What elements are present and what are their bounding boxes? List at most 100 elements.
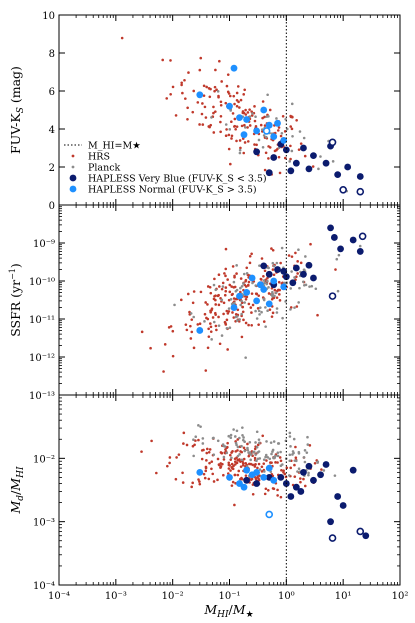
hrs-point bbox=[206, 346, 210, 350]
hrs-point bbox=[250, 311, 253, 314]
hapless-normal-point bbox=[243, 116, 251, 123]
hrs-point bbox=[256, 443, 260, 447]
planck-point bbox=[297, 450, 301, 454]
hrs-point bbox=[184, 97, 187, 100]
legend-marker bbox=[69, 174, 77, 182]
hrs-point bbox=[231, 292, 234, 296]
hrs-point bbox=[198, 123, 201, 126]
hrs-point bbox=[278, 299, 282, 302]
y-tick-label: 10⁻¹¹ bbox=[29, 315, 55, 326]
hrs-point bbox=[334, 268, 337, 271]
hapless-very-blue-point bbox=[300, 144, 307, 152]
planck-point bbox=[243, 126, 247, 129]
hrs-point bbox=[214, 303, 218, 306]
planck-point bbox=[265, 115, 269, 118]
hapless-normal-point bbox=[265, 300, 273, 308]
hrs-point bbox=[149, 346, 152, 350]
hapless-very-blue-point bbox=[270, 154, 278, 161]
hrs-point bbox=[208, 95, 212, 99]
hrs-point bbox=[299, 477, 302, 480]
planck-point bbox=[220, 298, 224, 302]
hrs-point bbox=[190, 318, 194, 321]
hrs-point bbox=[168, 461, 171, 465]
planck-point bbox=[268, 457, 272, 461]
hrs-point bbox=[175, 456, 178, 459]
hrs-point bbox=[224, 286, 228, 289]
hrs-point bbox=[198, 480, 201, 483]
planck-point bbox=[296, 470, 299, 473]
planck-point bbox=[289, 308, 292, 311]
hapless-normal-point bbox=[270, 476, 278, 484]
hrs-point bbox=[218, 285, 221, 288]
planck-point bbox=[262, 279, 266, 282]
hrs-point bbox=[261, 434, 265, 438]
hapless-very-blue-point bbox=[282, 146, 290, 154]
hapless-normal-point bbox=[253, 297, 261, 305]
hrs-point bbox=[295, 305, 299, 308]
planck-point bbox=[333, 474, 337, 477]
planck-point bbox=[280, 246, 284, 250]
hrs-point bbox=[231, 449, 234, 453]
hapless-very-blue-point bbox=[356, 173, 364, 180]
hrs-point bbox=[282, 470, 285, 474]
planck-point bbox=[266, 455, 270, 459]
planck-point bbox=[194, 435, 198, 439]
hrs-point bbox=[169, 92, 172, 96]
hrs-point bbox=[231, 467, 235, 471]
planck-point bbox=[292, 437, 296, 441]
planck-point bbox=[336, 289, 340, 293]
hrs-point bbox=[253, 119, 257, 123]
hrs-point bbox=[261, 100, 265, 103]
hrs-point bbox=[207, 477, 211, 481]
hrs-point bbox=[187, 71, 190, 74]
planck-point bbox=[255, 459, 258, 463]
hrs-point bbox=[247, 454, 251, 458]
planck-point bbox=[242, 282, 245, 285]
hrs-point bbox=[245, 266, 249, 270]
hrs-point bbox=[280, 468, 283, 472]
hrs-point bbox=[230, 134, 234, 138]
hrs-point bbox=[209, 309, 212, 313]
planck-point bbox=[275, 311, 279, 314]
hrs-point bbox=[250, 292, 254, 295]
hrs-point bbox=[254, 462, 257, 466]
hapless-normal-point bbox=[236, 480, 243, 487]
hapless-very-blue-point bbox=[280, 267, 288, 275]
hrs-point bbox=[204, 469, 208, 473]
hrs-point bbox=[182, 431, 186, 435]
planck-point bbox=[255, 445, 259, 449]
planck-point bbox=[269, 441, 273, 444]
hapless-very-blue-point bbox=[265, 270, 273, 278]
planck-point bbox=[227, 307, 231, 310]
planck-point bbox=[229, 433, 233, 437]
hapless-very-blue-point bbox=[292, 264, 300, 272]
hapless-very-blue-point bbox=[310, 274, 317, 282]
hapless-very-blue-point bbox=[356, 248, 364, 255]
hrs-point bbox=[242, 457, 246, 461]
hrs-point bbox=[271, 248, 275, 252]
hrs-point bbox=[276, 461, 279, 464]
planck-point bbox=[228, 326, 232, 330]
hrs-point bbox=[264, 151, 268, 155]
hrs-point bbox=[289, 144, 292, 148]
legend-label: HAPLESS Normal (FUV-K_S > 3.5) bbox=[88, 185, 257, 196]
hrs-point bbox=[190, 485, 193, 489]
axis-ticks: 0 2 4 6 8 10 10⁻¹³ 10⁻¹² 10⁻¹¹ 10⁻¹⁰ 10⁻⁹ 10⁻⁴ 10⁻³ 1… bbox=[29, 11, 408, 602]
planck-point bbox=[258, 306, 262, 309]
planck-point bbox=[199, 425, 202, 428]
hrs-point bbox=[241, 463, 245, 467]
hrs-point bbox=[207, 450, 211, 454]
hrs-point bbox=[257, 462, 261, 466]
hrs-point bbox=[214, 294, 217, 297]
hrs-point bbox=[242, 151, 246, 155]
hrs-point bbox=[212, 480, 216, 483]
hrs-point bbox=[166, 464, 169, 468]
hrs-point bbox=[246, 442, 249, 446]
hrs-point bbox=[209, 291, 213, 295]
hrs-point bbox=[163, 343, 167, 346]
planck-point bbox=[228, 128, 232, 131]
planck-point bbox=[257, 138, 261, 142]
hrs-point bbox=[276, 488, 279, 492]
hrs-point bbox=[203, 105, 207, 109]
hrs-point bbox=[250, 114, 254, 117]
